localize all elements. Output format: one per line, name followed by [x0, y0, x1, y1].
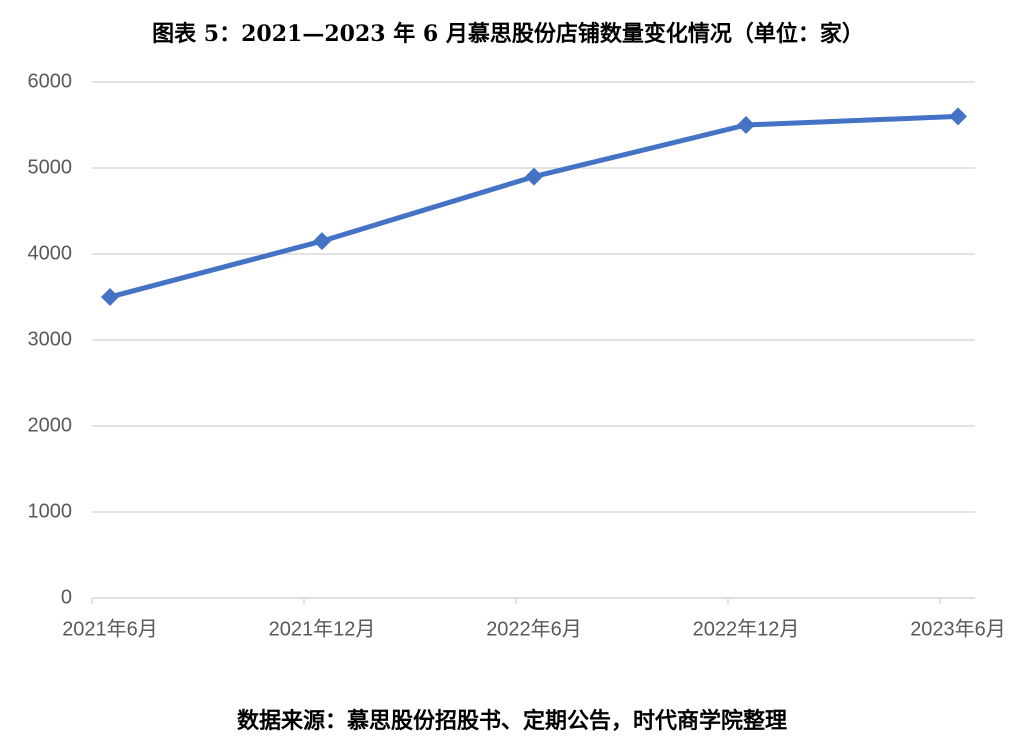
y-tick-label: 0	[61, 586, 72, 608]
data-marker	[101, 288, 119, 306]
data-marker	[525, 167, 543, 186]
y-tick-label: 6000	[28, 70, 73, 92]
x-tick-label: 2022年12月	[693, 617, 800, 640]
data-marker	[313, 232, 331, 251]
data-marker	[737, 116, 755, 134]
y-tick-label: 5000	[28, 156, 73, 178]
y-tick-label: 4000	[28, 242, 73, 264]
y-tick-label: 3000	[28, 328, 73, 350]
y-tick-label: 1000	[28, 500, 73, 522]
x-tick-label: 2023年6月	[910, 617, 1006, 640]
x-tick-label: 2022年6月	[486, 617, 582, 640]
y-tick-label: 2000	[28, 414, 73, 436]
data-marker	[949, 107, 967, 126]
chart-title: 图表 5：2021—2023 年 6 月慕思股份店铺数量变化情况（单位：家）	[152, 21, 864, 47]
x-tick-label: 2021年12月	[269, 617, 376, 640]
x-tick-label: 2021年6月	[62, 617, 158, 640]
series-line	[109, 113, 959, 300]
source-note: 数据来源：慕思股份招股书、定期公告，时代商学院整理	[237, 708, 787, 734]
